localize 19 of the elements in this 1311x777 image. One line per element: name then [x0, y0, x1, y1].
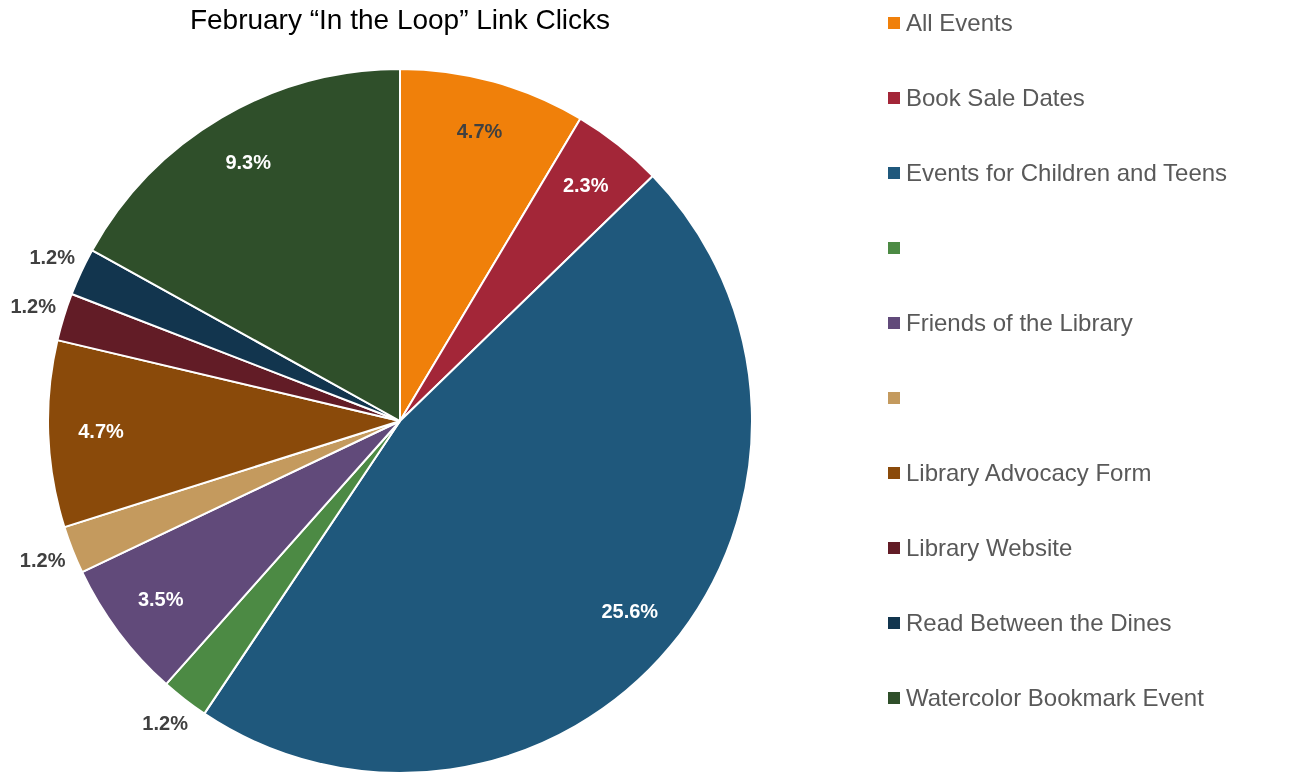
- data-label: 1.2%: [29, 245, 76, 268]
- data-label: 1.2%: [142, 712, 189, 735]
- legend-label: Read Between the Dines: [906, 608, 1172, 638]
- data-label: 1.2%: [19, 549, 66, 572]
- data-label: 9.3%: [225, 150, 272, 173]
- legend-label: Library Website: [906, 533, 1073, 563]
- legend-label: Watercolor Bookmark Event: [906, 683, 1204, 713]
- chart-title: February “In the Loop” Link Clicks: [188, 4, 612, 36]
- data-label: 2.3%: [562, 173, 609, 196]
- legend-label: All Events: [906, 8, 1013, 38]
- data-label: 4.7%: [78, 419, 125, 442]
- legend-label: Book Sale Dates: [906, 83, 1085, 113]
- legend-label: Library Advocacy Form: [906, 458, 1152, 488]
- legend-label: Events for Children and Teens: [906, 158, 1228, 188]
- data-label: 1.2%: [10, 294, 57, 317]
- data-label: 25.6%: [601, 600, 659, 623]
- legend-label: Friends of the Library: [906, 308, 1133, 338]
- data-label: 4.7%: [456, 120, 503, 143]
- data-label: 3.5%: [137, 588, 184, 611]
